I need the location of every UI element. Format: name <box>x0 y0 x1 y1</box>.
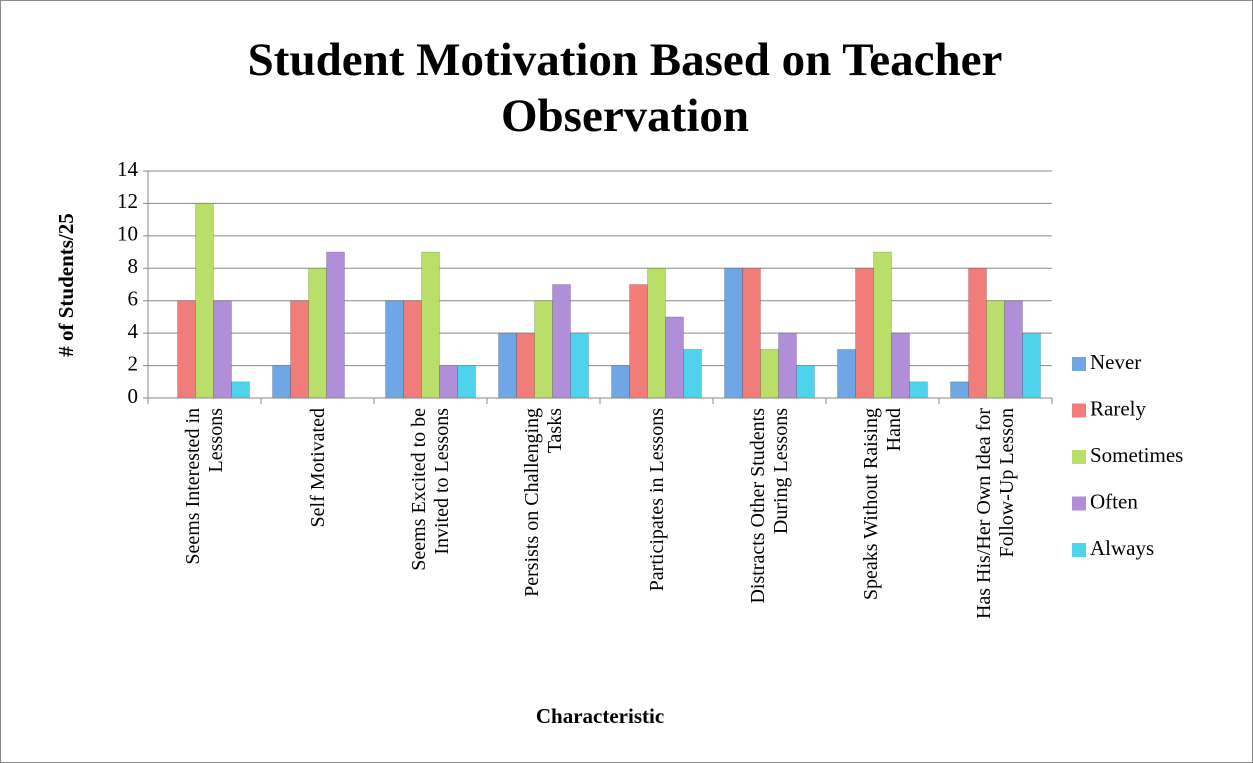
x-tick-label: Self Motivated <box>306 408 328 528</box>
x-tick-label: Seems Interested in Lessons <box>181 408 227 565</box>
x-tick-label: Speaks Without Raising Hand <box>859 408 905 601</box>
legend-label: Never <box>1090 350 1141 374</box>
legend-swatch <box>1072 357 1086 371</box>
chart-title: Student Motivation Based on Teacher Obser… <box>248 34 1003 142</box>
bar <box>326 251 345 399</box>
legend-swatch <box>1072 543 1086 557</box>
bar <box>665 316 684 399</box>
bar <box>570 332 589 399</box>
bar <box>873 251 892 399</box>
bar <box>629 284 648 399</box>
x-tick-label: Distracts Other Students During Lessons <box>746 408 792 604</box>
bar <box>837 348 856 399</box>
bar <box>498 332 517 399</box>
bar <box>516 332 535 399</box>
y-tick-label: 12 <box>117 189 138 213</box>
bar <box>855 267 874 399</box>
bar <box>724 267 743 399</box>
y-axis-label: # of Students/25 <box>54 213 78 357</box>
bar <box>796 365 815 399</box>
bar <box>403 300 422 399</box>
x-tick-label: Has His/Her Own Idea for Follow-Up Lesso… <box>972 408 1018 620</box>
bar <box>760 348 779 399</box>
bar <box>968 267 987 399</box>
bar <box>1022 332 1041 399</box>
bar <box>272 365 291 399</box>
bar <box>308 267 327 399</box>
bar <box>891 332 910 399</box>
bar <box>231 381 250 399</box>
y-tick-label: 0 <box>128 384 139 408</box>
bar <box>385 300 404 399</box>
legend-swatch <box>1072 450 1086 464</box>
x-tick-label: Persists on Challenging Tasks <box>520 408 566 597</box>
bar <box>177 300 196 399</box>
bar <box>647 267 666 399</box>
bar <box>290 300 309 399</box>
x-tick-label: Seems Excited to be Invited to Lessons <box>407 408 453 571</box>
legend-label: Sometimes <box>1090 443 1183 467</box>
legend-label: Always <box>1090 536 1154 560</box>
bar <box>742 267 761 399</box>
x-tick-label: Participates in Lessons <box>645 408 667 592</box>
legend-label: Often <box>1090 489 1138 513</box>
bar <box>909 381 928 399</box>
y-tick-label: 6 <box>128 287 139 311</box>
y-tick-label: 2 <box>128 351 139 375</box>
legend-swatch <box>1072 403 1086 418</box>
bar <box>439 365 458 399</box>
y-tick-label: 8 <box>128 254 139 278</box>
bar <box>213 300 232 399</box>
bar <box>457 365 476 399</box>
legend-label: Rarely <box>1090 396 1146 420</box>
y-tick-label: 10 <box>117 222 138 246</box>
bar <box>986 300 1005 399</box>
legend-swatch <box>1072 496 1086 511</box>
bar <box>195 202 214 399</box>
x-axis-label: Characteristic <box>536 704 664 728</box>
y-tick-label: 4 <box>128 319 139 343</box>
bar <box>552 284 571 399</box>
bar <box>421 251 440 399</box>
bar <box>683 348 702 399</box>
bar <box>778 332 797 399</box>
bar <box>611 365 630 399</box>
bar <box>950 381 969 399</box>
bar <box>534 300 553 399</box>
y-tick-label: 14 <box>117 157 139 181</box>
bar <box>1004 300 1023 399</box>
